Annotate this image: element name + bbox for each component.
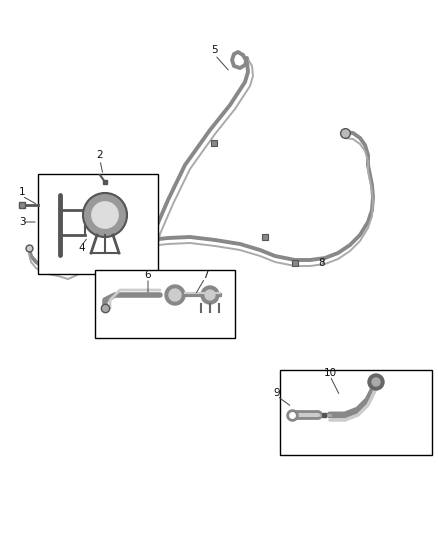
Circle shape — [372, 378, 380, 386]
Circle shape — [83, 193, 127, 237]
Bar — [38, 174, 158, 274]
Text: 7: 7 — [201, 270, 208, 280]
Text: 3: 3 — [19, 217, 25, 227]
Text: 10: 10 — [323, 368, 336, 378]
Text: 8: 8 — [319, 258, 325, 268]
Circle shape — [201, 286, 219, 304]
Text: 9: 9 — [274, 388, 280, 398]
Bar — [280, 370, 432, 455]
Text: 6: 6 — [145, 270, 151, 280]
Text: 2: 2 — [97, 150, 103, 160]
Circle shape — [169, 289, 181, 301]
Circle shape — [92, 202, 118, 228]
Circle shape — [165, 285, 185, 305]
Text: 5: 5 — [212, 45, 218, 55]
Text: 1: 1 — [19, 187, 25, 197]
Circle shape — [368, 374, 384, 390]
Bar — [95, 270, 235, 338]
Circle shape — [205, 290, 215, 300]
Text: 4: 4 — [79, 243, 85, 253]
